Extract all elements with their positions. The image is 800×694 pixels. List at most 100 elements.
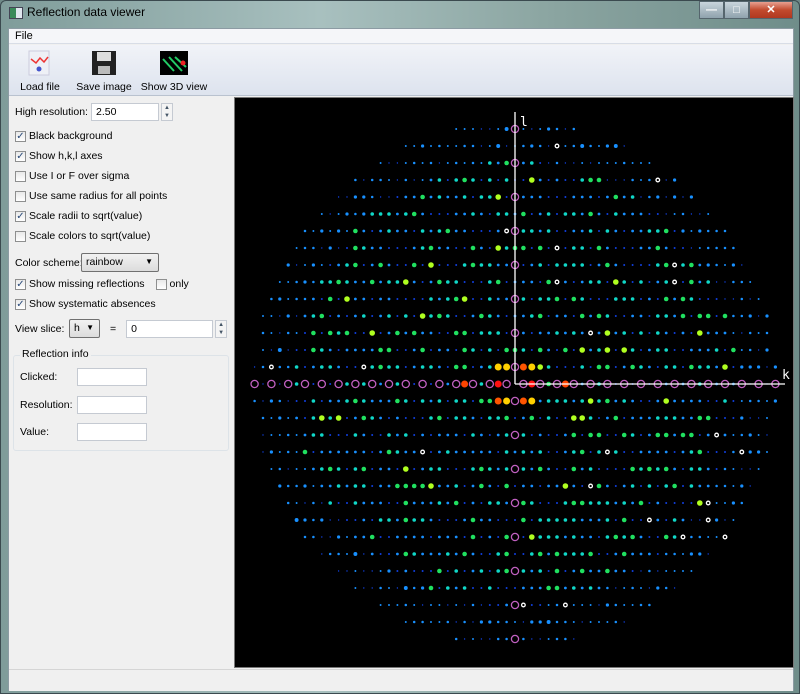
reflection[interactable] [430, 451, 432, 453]
reflection[interactable] [621, 432, 627, 438]
reflection[interactable] [614, 552, 618, 556]
reflection[interactable] [404, 535, 408, 539]
reflection[interactable] [749, 485, 751, 487]
reflection[interactable] [530, 213, 533, 215]
reflection[interactable] [396, 587, 399, 589]
reflection[interactable] [539, 162, 542, 164]
reflection[interactable] [572, 229, 576, 233]
reflection[interactable] [690, 519, 693, 521]
reflection[interactable] [463, 450, 466, 454]
reflection[interactable] [504, 160, 509, 166]
reflection[interactable] [530, 247, 533, 249]
reflection[interactable] [698, 535, 702, 539]
reflection[interactable] [404, 195, 408, 199]
reflection[interactable] [555, 535, 559, 539]
reflection[interactable] [663, 432, 669, 438]
reflection[interactable] [623, 230, 626, 232]
reflection[interactable] [396, 315, 399, 317]
reflection[interactable] [572, 586, 576, 590]
reflection[interactable] [311, 399, 316, 403]
reflection[interactable] [673, 349, 676, 351]
reflection[interactable] [605, 229, 610, 233]
reflection[interactable] [480, 518, 483, 522]
reflection[interactable] [487, 398, 493, 404]
reflection[interactable] [555, 484, 559, 488]
reflection[interactable] [756, 365, 761, 369]
reflection[interactable] [597, 280, 601, 284]
reflection[interactable] [564, 450, 567, 454]
reflection[interactable] [706, 484, 710, 488]
reflection[interactable] [715, 315, 718, 317]
reflection[interactable] [622, 365, 626, 369]
reflection[interactable] [639, 212, 643, 216]
reflection[interactable] [581, 162, 584, 164]
reflection[interactable] [681, 518, 685, 522]
reflection[interactable] [596, 364, 602, 370]
reflection[interactable] [706, 433, 710, 437]
reflection[interactable] [320, 365, 324, 369]
reflection[interactable] [556, 451, 558, 453]
reflection[interactable] [411, 211, 417, 217]
reflection[interactable] [706, 331, 710, 335]
reflection[interactable] [413, 179, 415, 181]
reflection[interactable] [438, 450, 441, 454]
reflection[interactable] [480, 230, 483, 232]
reflection[interactable] [723, 433, 727, 437]
reflection[interactable] [421, 298, 424, 300]
reflection[interactable] [505, 501, 508, 505]
reflection[interactable] [647, 466, 652, 472]
reflection[interactable] [278, 297, 282, 301]
reflection[interactable] [388, 247, 390, 249]
reflection[interactable] [295, 280, 298, 284]
reflection[interactable] [429, 399, 433, 403]
reflection[interactable] [504, 534, 509, 540]
reflection[interactable] [555, 331, 559, 335]
reflection[interactable] [413, 468, 416, 470]
reflection[interactable] [564, 196, 567, 198]
systematic-absence[interactable] [680, 534, 686, 540]
reflection[interactable] [623, 315, 626, 317]
reflection[interactable] [571, 296, 577, 302]
reflection[interactable] [606, 162, 609, 164]
reflection[interactable] [682, 281, 684, 283]
reflection[interactable] [328, 365, 332, 369]
reflection[interactable] [471, 569, 475, 573]
missing-reflection[interactable] [283, 379, 293, 389]
systematic-absence[interactable] [672, 262, 678, 268]
reflection[interactable] [294, 365, 299, 369]
reflection[interactable] [370, 399, 374, 403]
reflection[interactable] [278, 365, 282, 369]
reflection[interactable] [556, 468, 558, 470]
reflection[interactable] [379, 536, 382, 538]
reflection[interactable] [630, 534, 635, 540]
reflection[interactable] [689, 297, 694, 301]
reflection[interactable] [580, 552, 584, 556]
reflection[interactable] [429, 195, 433, 199]
reflection[interactable] [270, 349, 273, 351]
high-resolution-spinner[interactable]: ▲ ▼ [161, 103, 173, 121]
reflection[interactable] [379, 501, 382, 505]
reflection[interactable] [328, 501, 332, 505]
reflection[interactable] [328, 450, 332, 454]
reflection[interactable] [404, 331, 408, 335]
reflection[interactable] [588, 501, 593, 505]
reflection[interactable] [421, 433, 424, 437]
high-resolution-input[interactable]: 2.50 [91, 103, 159, 121]
reflection[interactable] [546, 399, 551, 403]
reflection[interactable] [497, 128, 500, 130]
reflection[interactable] [556, 434, 558, 436]
reflection[interactable] [446, 586, 450, 590]
reflection[interactable] [446, 162, 449, 164]
reflection[interactable] [336, 279, 341, 285]
reflection[interactable] [496, 144, 501, 148]
reflection[interactable] [287, 417, 290, 419]
reflection[interactable] [295, 315, 298, 317]
reflection[interactable] [379, 162, 382, 164]
reflection[interactable] [623, 468, 626, 470]
reflection[interactable] [648, 433, 651, 437]
reflection[interactable] [706, 365, 710, 369]
reflection[interactable] [539, 281, 542, 283]
reflection[interactable] [765, 314, 769, 318]
reflection[interactable] [748, 314, 752, 318]
reflection[interactable] [715, 263, 718, 267]
